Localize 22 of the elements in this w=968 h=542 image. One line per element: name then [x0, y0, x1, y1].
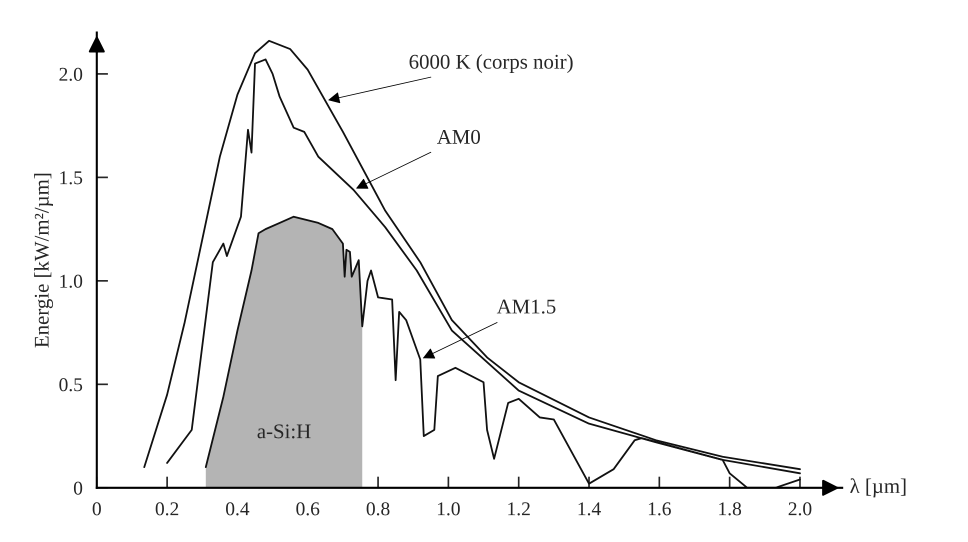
annotation: AM0 [436, 130, 480, 144]
annotation: 6000 K (corps noir) [410, 54, 573, 74]
x-axis-title: λ [µm] [850, 478, 906, 498]
x-tick-label: 0 [92, 502, 101, 516]
y-tick-label: 1.5 [60, 171, 82, 184]
x-tick-label: 1.0 [438, 502, 460, 516]
x-tick-label: 2.0 [788, 502, 812, 516]
x-tick-label: 1.2 [508, 502, 530, 516]
x-tick-label: 0.4 [226, 502, 250, 516]
y-tick-label: 0 [74, 482, 82, 495]
series-label: a-Si:H [258, 424, 311, 438]
y-tick-label: 1.0 [60, 274, 82, 288]
x-tick-label: 1.8 [719, 502, 742, 516]
x-tick-label: 0.8 [366, 502, 390, 516]
x-tick-label: 0.6 [296, 502, 320, 516]
y-tick-label: 0.5 [59, 378, 82, 392]
x-tick-label: 1.6 [648, 502, 671, 516]
y-tick-label: 2.0 [59, 68, 82, 81]
annotation: AM1.5 [496, 300, 556, 314]
x-tick-label: 1.4 [578, 502, 601, 516]
x-tick-label: 0.2 [156, 502, 178, 516]
y-axis-title: Energie [kW/m²/µm] [34, 174, 54, 348]
